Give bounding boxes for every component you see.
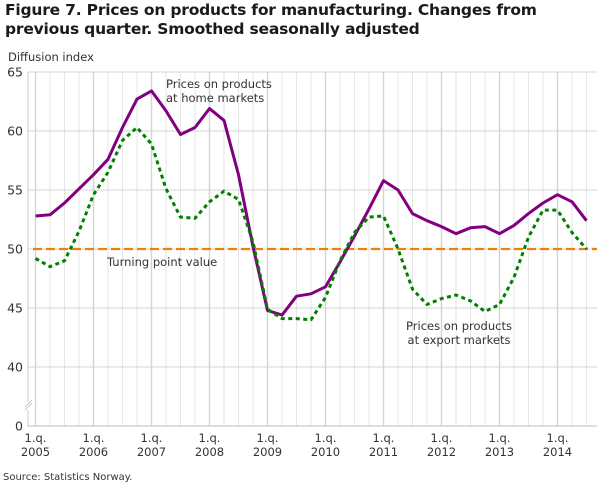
axes	[24, 72, 597, 427]
x-tick-label: 2010	[311, 445, 340, 459]
axis-break-stroke	[24, 402, 33, 411]
x-tick-label: 1.q.	[25, 431, 47, 445]
x-tick-label: 2006	[79, 445, 108, 459]
x-tick-label: 2005	[21, 445, 50, 459]
x-tick-label: 1.q.	[431, 431, 453, 445]
source-note: Source: Statistics Norway.	[3, 472, 133, 483]
x-tick-label: 1.q.	[199, 431, 221, 445]
y-tick-label: 0	[15, 419, 23, 434]
y-tick-label: 50	[7, 242, 23, 257]
y-tick-label: 55	[7, 183, 23, 198]
x-tick-label: 2013	[485, 445, 514, 459]
x-tick-label: 1.q.	[373, 431, 395, 445]
x-tick-label: 1.q.	[489, 431, 511, 445]
home-markets-label: Prices on products	[166, 77, 272, 91]
x-tick-label: 1.q.	[257, 431, 279, 445]
x-tick-label: 1.q.	[141, 431, 163, 445]
axis-break-stroke	[24, 399, 33, 408]
x-tick-label: 2012	[427, 445, 456, 459]
x-tick-label: 2011	[369, 445, 398, 459]
series-lines	[34, 89, 588, 322]
y-tick-labels: 0 40 45 50 55 60 65	[7, 65, 23, 434]
axis-break-mask	[24, 402, 32, 410]
y-axis-label: Diffusion index	[8, 50, 94, 64]
x-tick-label: 2014	[543, 445, 572, 459]
turning-point-reference: Turning point value	[33, 247, 597, 269]
y-tick-label: 60	[7, 124, 23, 139]
y-tick-label: 65	[7, 65, 23, 80]
export-markets-label: at export markets	[408, 333, 511, 347]
x-tick-label: 2008	[195, 445, 224, 459]
home-markets-line	[35, 89, 588, 317]
x-tick-label: 1.q.	[547, 431, 569, 445]
x-tick-label: 1.q.	[315, 431, 337, 445]
y-tick-label: 45	[7, 301, 23, 316]
x-tick-label: 2009	[253, 445, 282, 459]
x-tick-label: 2007	[137, 445, 166, 459]
x-tick-label: 1.q.	[83, 431, 105, 445]
figure-title: Figure 7. Prices on products for manufac…	[5, 1, 537, 38]
export-markets-label: Prices on products	[406, 319, 512, 333]
turning-point-label: Turning point value	[106, 255, 217, 269]
axis-break-icon	[24, 399, 33, 411]
y-tick-label: 40	[7, 360, 23, 375]
x-tick-labels: 1.q.20051.q.20061.q.20071.q.20081.q.2009…	[21, 431, 572, 459]
home-markets-label: at home markets	[166, 91, 264, 105]
